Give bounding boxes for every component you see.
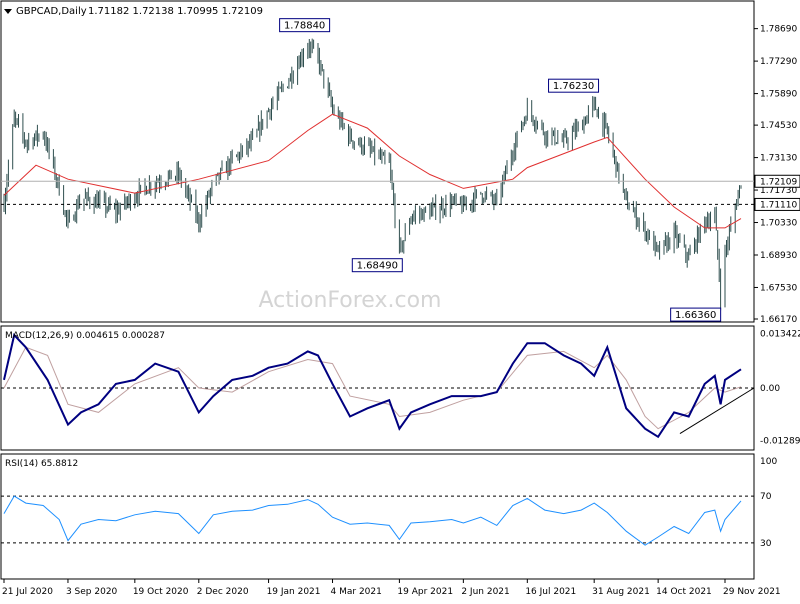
macd-layer — [1, 333, 755, 439]
macd-tick-label: 0.013422 — [760, 329, 800, 339]
price-pane — [0, 0, 755, 323]
macd-trendline — [679, 387, 755, 434]
rsi-pane — [0, 453, 755, 580]
price-tick-label: 1.73130 — [760, 154, 797, 164]
annotation-label: 1.78840 — [284, 21, 325, 32]
annotation-label: 1.66360 — [675, 310, 716, 321]
macd-tick-label: 0.00 — [760, 384, 780, 394]
x-tick-label: 2 Dec 2020 — [197, 587, 249, 597]
axes-layer: 1.78690 1.77290 1.75890 1.74530 1.73130 1.717… — [2, 25, 800, 597]
annotation-box — [279, 18, 331, 33]
rsi-tick-label: 30 — [760, 539, 772, 549]
current-price-box — [754, 174, 800, 188]
annotation-label: 1.76230 — [553, 81, 594, 92]
rsi-layer — [1, 495, 754, 546]
x-tick-label: 19 Apr 2021 — [397, 587, 453, 597]
dashed-level-label: 1.71110 — [760, 200, 797, 210]
rsi-title: RSI(14) 65.8812 — [5, 459, 78, 469]
macd-signal-line — [3, 346, 742, 430]
x-tick-label: 19 Jan 2021 — [267, 587, 321, 597]
dashed-level-box — [754, 197, 800, 211]
annotation-box — [670, 307, 722, 322]
price-tick-label: 1.77290 — [760, 57, 797, 67]
price-tick-label: 1.71730 — [760, 186, 797, 196]
macd-pane — [0, 325, 755, 451]
ohlc-readout: 1.71182 1.72138 1.70995 1.72109 — [88, 6, 263, 17]
price-tick-label: 1.68930 — [760, 251, 797, 261]
x-tick-label: 14 Oct 2021 — [656, 587, 712, 597]
x-tick-label: 31 Aug 2021 — [592, 587, 650, 597]
rsi-line — [3, 495, 742, 546]
annotation-label: 1.68490 — [357, 261, 398, 272]
price-tick-label: 1.75890 — [760, 90, 797, 100]
rsi-tick-label: 100 — [760, 457, 777, 467]
dropdown-triangle-icon[interactable] — [4, 9, 12, 14]
x-tick-label: 16 Jul 2021 — [525, 587, 576, 597]
price-layer: 1.78840 1.76230 1.68490 1.66360 — [1, 18, 754, 322]
annotation-box — [548, 78, 600, 93]
symbol-label: GBPCAD,Daily — [16, 6, 87, 17]
macd-title: MACD(12,26,9) 0.004615 0.000287 — [5, 331, 165, 341]
price-tick-label: 1.70330 — [760, 219, 797, 229]
rsi-tick-label: 70 — [760, 492, 772, 502]
x-tick-label: 3 Sep 2020 — [66, 587, 118, 597]
x-tick-label: 29 Nov 2021 — [723, 587, 781, 597]
x-tick-label: 2 Jun 2021 — [461, 587, 509, 597]
annotation-box — [351, 258, 403, 273]
price-tick-label: 1.78690 — [760, 25, 797, 35]
watermark: ActionForex.com — [259, 288, 442, 313]
moving-average-line — [3, 113, 742, 229]
price-tick-label: 1.67530 — [760, 283, 797, 293]
price-tick-label: 1.74530 — [760, 121, 797, 131]
current-price-label: 1.72109 — [760, 177, 797, 187]
x-tick-label: 4 Mar 2021 — [331, 587, 382, 597]
x-tick-label: 19 Oct 2020 — [133, 587, 189, 597]
macd-line — [3, 333, 742, 439]
x-tick-label: 21 Jul 2020 — [2, 587, 53, 597]
price-tick-label: 1.66170 — [760, 315, 797, 325]
